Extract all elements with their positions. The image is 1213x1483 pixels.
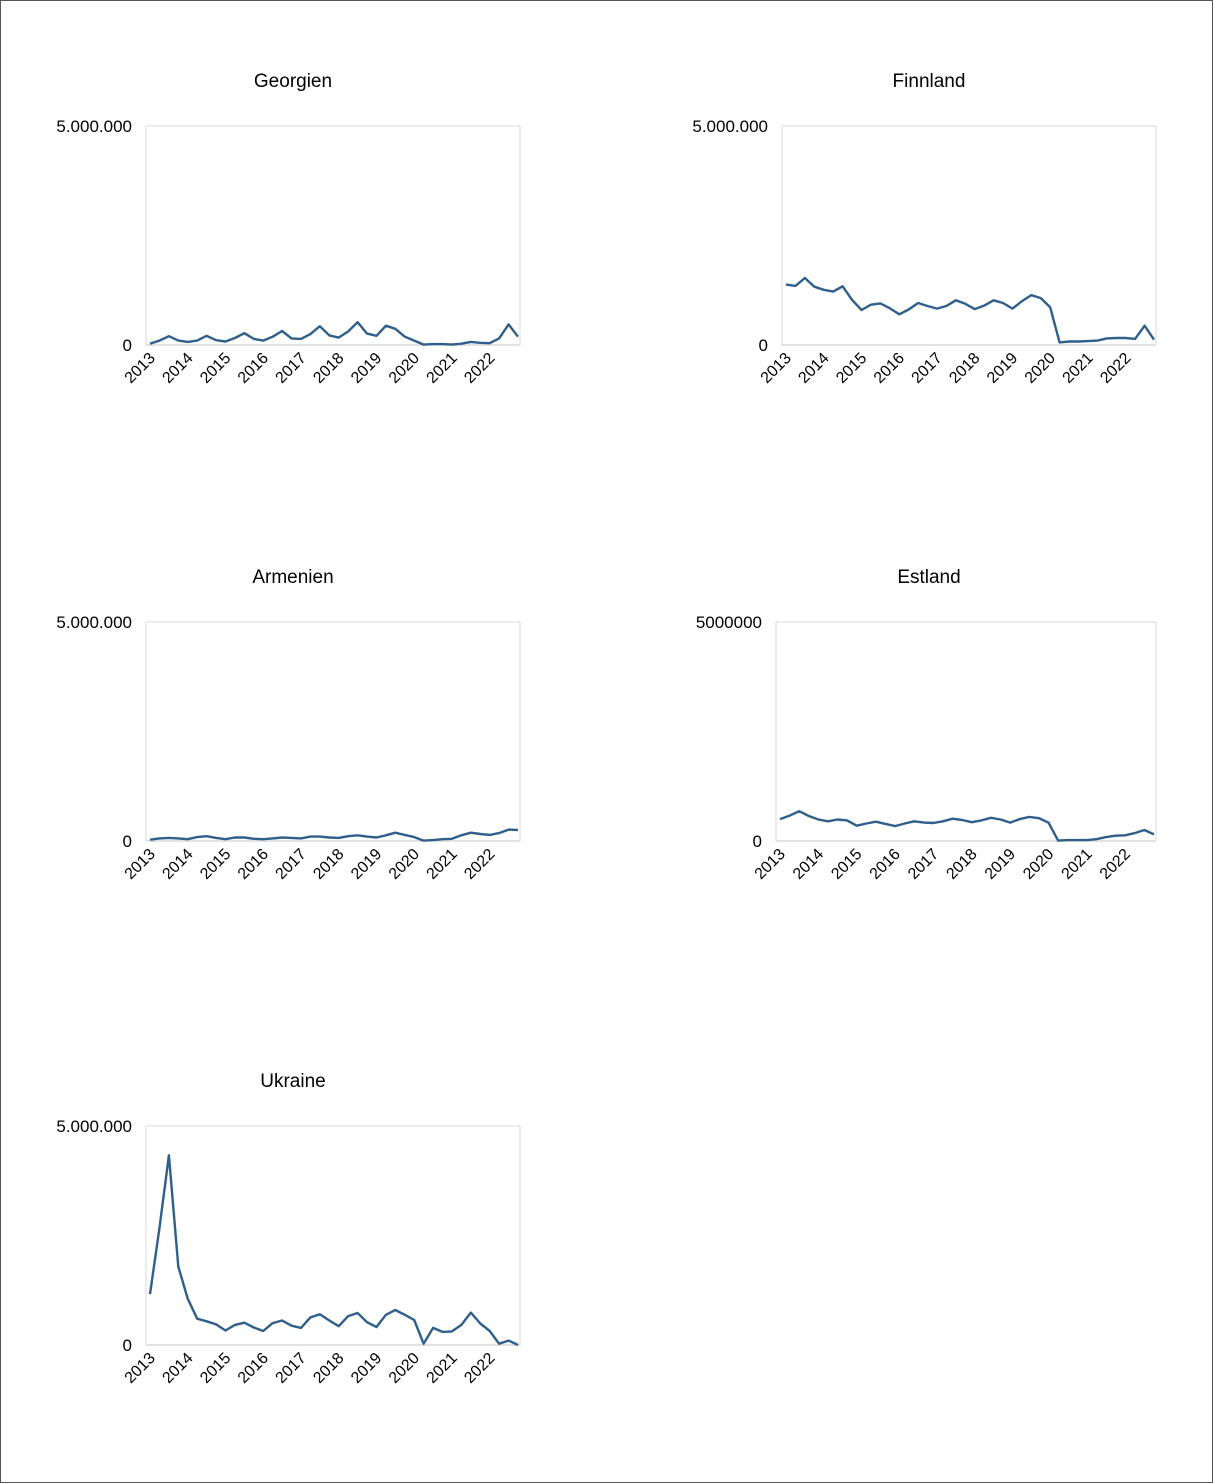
x-tick-label: 2015 (828, 846, 865, 883)
x-tick-label: 2019 (348, 846, 385, 883)
y-tick-label: 0 (123, 1336, 132, 1355)
chart-title: Estland (897, 567, 960, 588)
x-tick-label: 2019 (348, 1350, 385, 1387)
x-tick-label: 2022 (1097, 350, 1134, 387)
y-tick-label: 0 (759, 336, 768, 355)
y-tick-label: 0 (123, 832, 132, 851)
x-tick-label: 2022 (1097, 846, 1134, 883)
y-tick-label: 5.000.000 (692, 117, 768, 136)
x-tick-label: 2016 (871, 350, 908, 387)
x-tick-label: 2017 (273, 350, 310, 387)
x-tick-label: 2018 (310, 846, 347, 883)
x-tick-label: 2016 (867, 846, 904, 883)
series-line (149, 828, 519, 842)
x-tick-label: 2021 (424, 350, 461, 387)
chart-title: Finnland (893, 71, 966, 92)
x-tick-label: 2019 (984, 350, 1021, 387)
x-tick-label: 2021 (1060, 350, 1097, 387)
x-tick-label: 2014 (795, 350, 832, 387)
x-tick-label: 2022 (461, 350, 498, 387)
x-tick-label: 2015 (197, 1350, 234, 1387)
x-tick-label: 2013 (122, 350, 159, 387)
x-tick-label: 2013 (758, 350, 795, 387)
y-tick-label: 5000000 (696, 613, 762, 632)
x-tick-label: 2020 (386, 350, 423, 387)
x-tick-label: 2015 (197, 350, 234, 387)
x-tick-label: 2021 (424, 846, 461, 883)
x-tick-label: 2017 (905, 846, 942, 883)
series-line (779, 810, 1155, 842)
x-tick-label: 2022 (461, 1350, 498, 1387)
y-tick-label: 5.000.000 (56, 1117, 132, 1136)
x-tick-label: 2016 (235, 350, 272, 387)
x-tick-label: 2022 (461, 846, 498, 883)
x-tick-label: 2018 (310, 350, 347, 387)
x-tick-label: 2018 (946, 350, 983, 387)
chart-title: Georgien (254, 71, 332, 92)
series-line (148, 1154, 519, 1347)
x-tick-label: 2016 (235, 1350, 272, 1387)
x-tick-label: 2013 (122, 1350, 159, 1387)
x-tick-label: 2014 (159, 846, 196, 883)
x-tick-label: 2021 (424, 1350, 461, 1387)
x-tick-label: 2018 (310, 1350, 347, 1387)
y-tick-label: 0 (123, 336, 132, 355)
x-tick-label: 2013 (122, 846, 159, 883)
y-tick-label: 0 (753, 832, 762, 851)
x-tick-label: 2017 (909, 350, 946, 387)
x-tick-label: 2014 (159, 350, 196, 387)
series-line (149, 321, 519, 346)
x-tick-label: 2014 (790, 846, 827, 883)
y-tick-label: 5.000.000 (56, 117, 132, 136)
x-tick-label: 2021 (1059, 846, 1096, 883)
x-tick-label: 2020 (1020, 846, 1057, 883)
x-tick-label: 2020 (1022, 350, 1059, 387)
x-tick-label: 2014 (159, 1350, 196, 1387)
x-tick-label: 2018 (943, 846, 980, 883)
x-tick-label: 2020 (386, 1350, 423, 1387)
chart-title: Armenien (252, 567, 333, 588)
x-tick-label: 2017 (273, 846, 310, 883)
chart-title: Ukraine (260, 1071, 325, 1092)
x-tick-label: 2013 (752, 846, 789, 883)
x-tick-label: 2015 (197, 846, 234, 883)
y-tick-label: 5.000.000 (56, 613, 132, 632)
x-tick-label: 2019 (982, 846, 1019, 883)
series-line (785, 276, 1155, 344)
x-tick-label: 2020 (386, 846, 423, 883)
x-tick-label: 2015 (833, 350, 870, 387)
x-tick-label: 2016 (235, 846, 272, 883)
x-tick-label: 2017 (273, 1350, 310, 1387)
x-tick-label: 2019 (348, 350, 385, 387)
